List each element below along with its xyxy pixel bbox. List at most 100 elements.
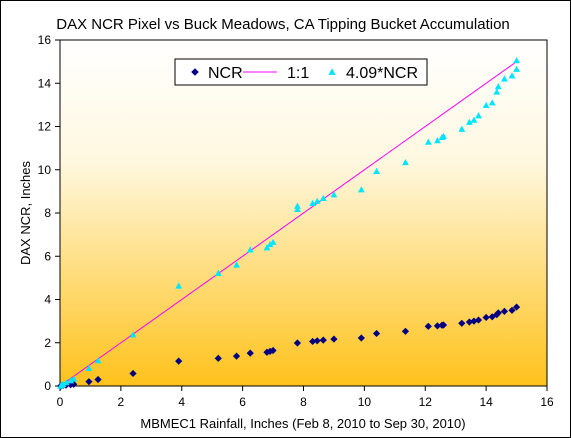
scaled-ncr-point — [94, 357, 102, 364]
scaled-ncr-point — [62, 379, 70, 386]
scaled-ncr-point — [482, 101, 490, 109]
scaled-ncr-point — [246, 246, 254, 253]
y-axis-label: DAX NCR, Inches — [18, 160, 33, 265]
ncr-point — [488, 313, 496, 321]
legend: NCR 1:1 4.09*NCR — [174, 58, 428, 86]
scaled-ncr-point — [357, 186, 365, 193]
scaled-ncr-point — [319, 194, 327, 202]
scaled-ncr-point — [266, 240, 274, 248]
scaled-ncr-point — [434, 137, 441, 144]
scaled-ncr-point — [214, 269, 222, 276]
y-tick-label: 10 — [38, 163, 52, 177]
ncr-point — [94, 375, 102, 384]
scaled-ncr-point — [500, 75, 508, 82]
ncr-point — [129, 369, 137, 378]
ncr-point — [401, 327, 410, 335]
x-tick-label: 16 — [540, 395, 554, 409]
scaled-ncr-point — [330, 191, 338, 198]
series-layer — [57, 57, 521, 390]
ncr-point — [85, 378, 93, 386]
x-axis-label: MBMEC1 Rainfall, Inches (Feb 8, 2010 to … — [140, 416, 465, 431]
scaled-ncr-point — [233, 261, 240, 268]
legend-scaled-marker — [328, 68, 336, 75]
scaled-ncr-point — [440, 132, 447, 139]
ncr-point — [269, 346, 277, 355]
scaled-ncr-point — [458, 125, 466, 132]
ncr-point — [500, 307, 508, 315]
y-axis-ticks: 0 2 4 6 8 10 12 14 16 — [38, 33, 60, 393]
y-tick-label: 16 — [38, 33, 52, 47]
scaled-ncr-point — [402, 158, 409, 166]
scaled-ncr-point — [129, 331, 137, 338]
ncr-point — [482, 313, 490, 322]
legend-box — [174, 58, 428, 86]
scaled-ncr-point — [465, 118, 473, 125]
ncr-point — [439, 321, 448, 329]
scaled-ncr-point — [313, 197, 321, 204]
ncr-point — [309, 337, 317, 346]
scaled-ncr-point — [488, 99, 496, 106]
y-tick-label: 0 — [44, 379, 51, 393]
x-tick-label: 4 — [178, 395, 185, 409]
y-tick-label: 8 — [44, 206, 51, 220]
x-axis-ticks: 0 2 4 6 8 10 12 14 16 — [57, 386, 554, 409]
ncr-point — [465, 318, 473, 326]
ncr-point — [512, 303, 521, 311]
scaled-ncr-point — [508, 72, 516, 79]
scaled-ncr-point — [493, 88, 501, 95]
scaled-ncr-point — [475, 112, 482, 119]
scaled-ncr-point — [175, 282, 183, 289]
scaled-ncr-point — [470, 116, 478, 123]
scaled-ncr-point — [513, 57, 520, 64]
scaled-ncr-point — [67, 377, 75, 384]
scaled-ncr-point — [309, 199, 317, 206]
y-tick-label: 12 — [38, 120, 52, 134]
ncr-point — [246, 349, 254, 357]
ncr-point — [330, 335, 338, 343]
x-tick-label: 2 — [118, 395, 125, 409]
x-tick-label: 6 — [239, 395, 246, 409]
y-tick-label: 6 — [44, 249, 51, 263]
legend-label: NCR — [208, 65, 243, 82]
ncr-point — [232, 352, 241, 360]
scaled-ncr-point — [294, 205, 301, 213]
ncr-point — [357, 334, 365, 342]
scaled-ncr-point — [85, 364, 93, 371]
legend-label: 4.09*NCR — [346, 65, 418, 82]
scaled-ncr-point — [269, 238, 277, 245]
scaled-ncr-point — [373, 167, 380, 174]
ncr-point — [313, 337, 321, 345]
scaled-ncr-point — [494, 83, 502, 90]
x-tick-label: 0 — [57, 395, 64, 409]
scaled-ncr-point — [294, 202, 301, 209]
ncr-point — [175, 357, 183, 365]
legend-ncr-marker — [191, 68, 199, 76]
y-tick-label: 4 — [44, 293, 51, 307]
x-tick-label: 8 — [300, 395, 307, 409]
ncr-point — [266, 347, 274, 355]
y-tick-label: 14 — [38, 76, 52, 90]
x-tick-label: 14 — [479, 395, 493, 409]
x-tick-label: 10 — [358, 395, 372, 409]
scaled-ncr-point — [70, 375, 78, 382]
scaled-ncr-point — [263, 244, 271, 251]
scaled-ncr-point — [59, 380, 67, 387]
ncr-point — [372, 329, 381, 338]
ncr-point — [293, 339, 302, 347]
ncr-point — [494, 309, 502, 317]
ncr-point — [263, 348, 271, 356]
ncr-point — [433, 322, 442, 330]
ncr-point — [319, 336, 327, 344]
scaled-ncr-point — [424, 138, 432, 145]
ncr-point — [424, 322, 432, 330]
ncr-point — [508, 306, 516, 314]
scaled-ncr-point — [513, 65, 520, 72]
legend-label: 1:1 — [287, 65, 309, 82]
ncr-point — [474, 316, 483, 324]
ncr-point — [214, 354, 222, 362]
y-tick-label: 2 — [44, 336, 51, 350]
series-line-1to1 — [59, 61, 517, 387]
chart-title: DAX NCR Pixel vs Buck Meadows, CA Tippin… — [56, 16, 510, 33]
ncr-point — [458, 319, 466, 327]
